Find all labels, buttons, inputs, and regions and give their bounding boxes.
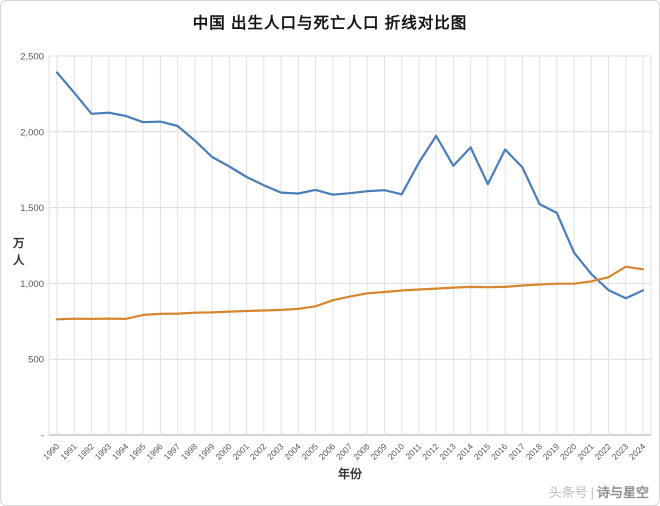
x-tick-label: 1998	[179, 441, 200, 462]
x-tick-label: 2017	[506, 441, 527, 462]
x-tick-label: 2001	[231, 441, 252, 462]
y-tick-label: 1,000	[20, 279, 44, 290]
watermark-separator: |	[590, 485, 594, 500]
x-tick-label: 2018	[524, 441, 545, 462]
x-tick-label: 2004	[282, 441, 303, 462]
x-tick-label: 2019	[541, 441, 562, 462]
series-line-死亡人口	[55, 265, 645, 321]
x-tick-label: 1990	[41, 441, 62, 462]
x-tick-label: 2022	[592, 441, 613, 462]
x-tick-label: 1993	[93, 441, 114, 462]
x-tick-label: 1996	[144, 441, 165, 462]
x-tick-label: 1994	[110, 441, 131, 462]
watermark: 头条号 | 诗与星空	[549, 486, 649, 499]
x-tick-label: 1995	[127, 441, 148, 462]
x-tick-label: 2007	[334, 441, 355, 462]
x-tick-label: 2002	[248, 441, 269, 462]
x-tick-label: 1991	[58, 441, 79, 462]
y-axis-unit-label: 万	[12, 237, 25, 250]
x-tick-label: 2010	[386, 441, 407, 462]
y-axis-unit-label: 人	[13, 253, 25, 267]
watermark-name: 诗与星空	[596, 485, 649, 500]
x-tick-label: 2024	[627, 441, 648, 462]
watermark-prefix: 头条号	[548, 485, 588, 500]
y-tick-label: 2,000	[20, 127, 44, 138]
x-tick-label: 2012	[420, 441, 441, 462]
y-tick-label: -	[41, 431, 44, 442]
x-tick-label: 2005	[299, 441, 320, 462]
x-tick-label: 2008	[351, 441, 372, 462]
x-tick-label: 2021	[575, 441, 596, 462]
x-axis-label: 年份	[337, 467, 362, 481]
line-chart: 2,500 2,000 1,500 1,000 500 -1990199119921993…	[12, 52, 652, 462]
x-tick-label: 2016	[489, 441, 510, 462]
x-tick-label: 2009	[368, 441, 389, 462]
chart-title: 中国 出生人口与死亡人口 折线对比图	[192, 15, 468, 32]
x-tick-label: 2011	[403, 441, 423, 461]
x-tick-label: 1997	[162, 441, 183, 462]
x-tick-label: 2020	[558, 441, 579, 462]
x-tick-label: 2015	[472, 441, 493, 462]
x-tick-label: 1992	[75, 441, 96, 462]
series-line-出生人口	[55, 71, 645, 300]
x-tick-label: 2000	[213, 441, 234, 462]
x-tick-label: 2023	[610, 441, 631, 462]
y-tick-label: 2,500	[20, 52, 44, 63]
x-tick-label: 2006	[317, 441, 338, 462]
x-tick-label: 2013	[437, 441, 458, 462]
y-tick-label: 500	[28, 355, 44, 366]
y-tick-label: 1,500	[20, 203, 44, 214]
x-tick-label: 2003	[265, 441, 286, 462]
x-tick-label: 1999	[196, 441, 217, 462]
x-tick-label: 2014	[455, 441, 476, 462]
